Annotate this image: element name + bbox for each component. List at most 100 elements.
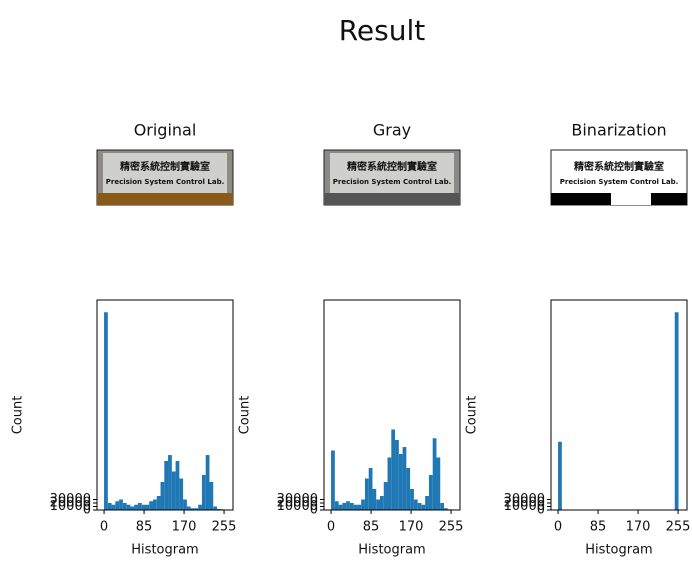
bar [156, 496, 161, 510]
bar [145, 504, 150, 510]
bar [137, 503, 142, 510]
bar [175, 461, 180, 510]
y-tick-label: 30000 [50, 492, 91, 507]
image-base [97, 193, 233, 205]
bar [444, 508, 448, 510]
bar [383, 482, 388, 510]
x-tick-label: 0 [100, 520, 108, 535]
image-text: 精密系統控制實驗室 [347, 160, 437, 173]
bar [421, 504, 426, 510]
x-tick-label: 255 [666, 520, 691, 535]
x-tick-label: 85 [136, 520, 153, 535]
bar [368, 468, 373, 510]
x-tick-label: 255 [439, 520, 464, 535]
y-axis-label: Count [238, 396, 253, 435]
bar [160, 482, 165, 510]
image-text: Precision System Control Lab. [560, 178, 679, 186]
bar [380, 496, 384, 510]
image-sign [330, 153, 454, 193]
bar [372, 489, 377, 510]
bar [376, 499, 380, 510]
bar [440, 503, 444, 510]
x-axis-label: Histogram [131, 543, 198, 558]
bar [119, 499, 123, 510]
bar [428, 475, 433, 510]
bar [115, 501, 120, 510]
bar [432, 438, 437, 510]
bar [122, 503, 127, 510]
bar [194, 508, 199, 510]
y-tick-label: 20000 [50, 496, 91, 511]
bar [346, 501, 350, 510]
image-text: Precision System Control Lab. [106, 178, 225, 186]
bar [342, 503, 347, 510]
bar [402, 447, 407, 510]
panel-title: Gray [373, 121, 411, 140]
bar [674, 312, 679, 510]
bar [364, 478, 369, 510]
bar [334, 501, 339, 510]
axes-frame [323, 299, 461, 511]
bar [168, 455, 172, 510]
bar [164, 461, 169, 510]
bar [395, 440, 399, 510]
bar [205, 455, 210, 510]
x-tick-label: 0 [554, 520, 562, 535]
bar [353, 504, 358, 510]
bar [338, 504, 343, 510]
y-axis-label: Count [11, 396, 26, 435]
x-tick-label: 255 [212, 520, 237, 535]
axes-frame [550, 299, 688, 511]
image-sign [557, 153, 681, 193]
x-tick-label: 0 [327, 520, 335, 535]
bar [349, 503, 354, 510]
bar [186, 506, 191, 510]
y-tick-label: 30000 [504, 492, 545, 507]
bar [357, 504, 362, 510]
bar [331, 450, 335, 510]
bar [126, 504, 131, 510]
panel-title: Original [134, 121, 197, 140]
axes-frame [96, 299, 234, 511]
bar [183, 499, 187, 510]
bar [149, 501, 153, 510]
bar [425, 496, 429, 510]
bar [209, 482, 214, 510]
image-sign [103, 153, 227, 193]
bar [398, 454, 403, 510]
y-tick-label: 10000 [277, 499, 318, 514]
y-tick-label: 20000 [277, 496, 318, 511]
bar [130, 506, 135, 510]
y-tick-label: 0 [537, 503, 545, 518]
x-tick-label: 85 [590, 520, 607, 535]
bar [213, 506, 217, 510]
image-text: 精密系統控制實驗室 [574, 160, 664, 173]
x-tick-label: 85 [363, 520, 380, 535]
image-text: Precision System Control Lab. [333, 178, 452, 186]
x-tick-label: 170 [399, 520, 424, 535]
y-tick-label: 0 [310, 503, 318, 518]
x-tick-label: 170 [172, 520, 197, 535]
bar [134, 504, 138, 510]
bar [111, 504, 116, 510]
bar [406, 468, 411, 510]
bar [190, 508, 195, 510]
bar [410, 489, 414, 510]
x-axis-label: Histogram [358, 543, 425, 558]
bar [361, 499, 365, 510]
bar [104, 312, 108, 510]
y-tick-label: 30000 [277, 492, 318, 507]
y-tick-label: 0 [83, 503, 91, 518]
bar [558, 441, 562, 510]
image-base [324, 193, 460, 205]
image-white [611, 193, 651, 205]
x-tick-label: 170 [626, 520, 651, 535]
x-axis-label: Histogram [585, 543, 652, 558]
y-tick-label: 10000 [504, 499, 545, 514]
image-text: 精密系統控制實驗室 [120, 160, 210, 173]
bar [153, 499, 157, 510]
y-tick-label: 20000 [504, 496, 545, 511]
bar [436, 457, 441, 510]
bar [179, 478, 184, 510]
